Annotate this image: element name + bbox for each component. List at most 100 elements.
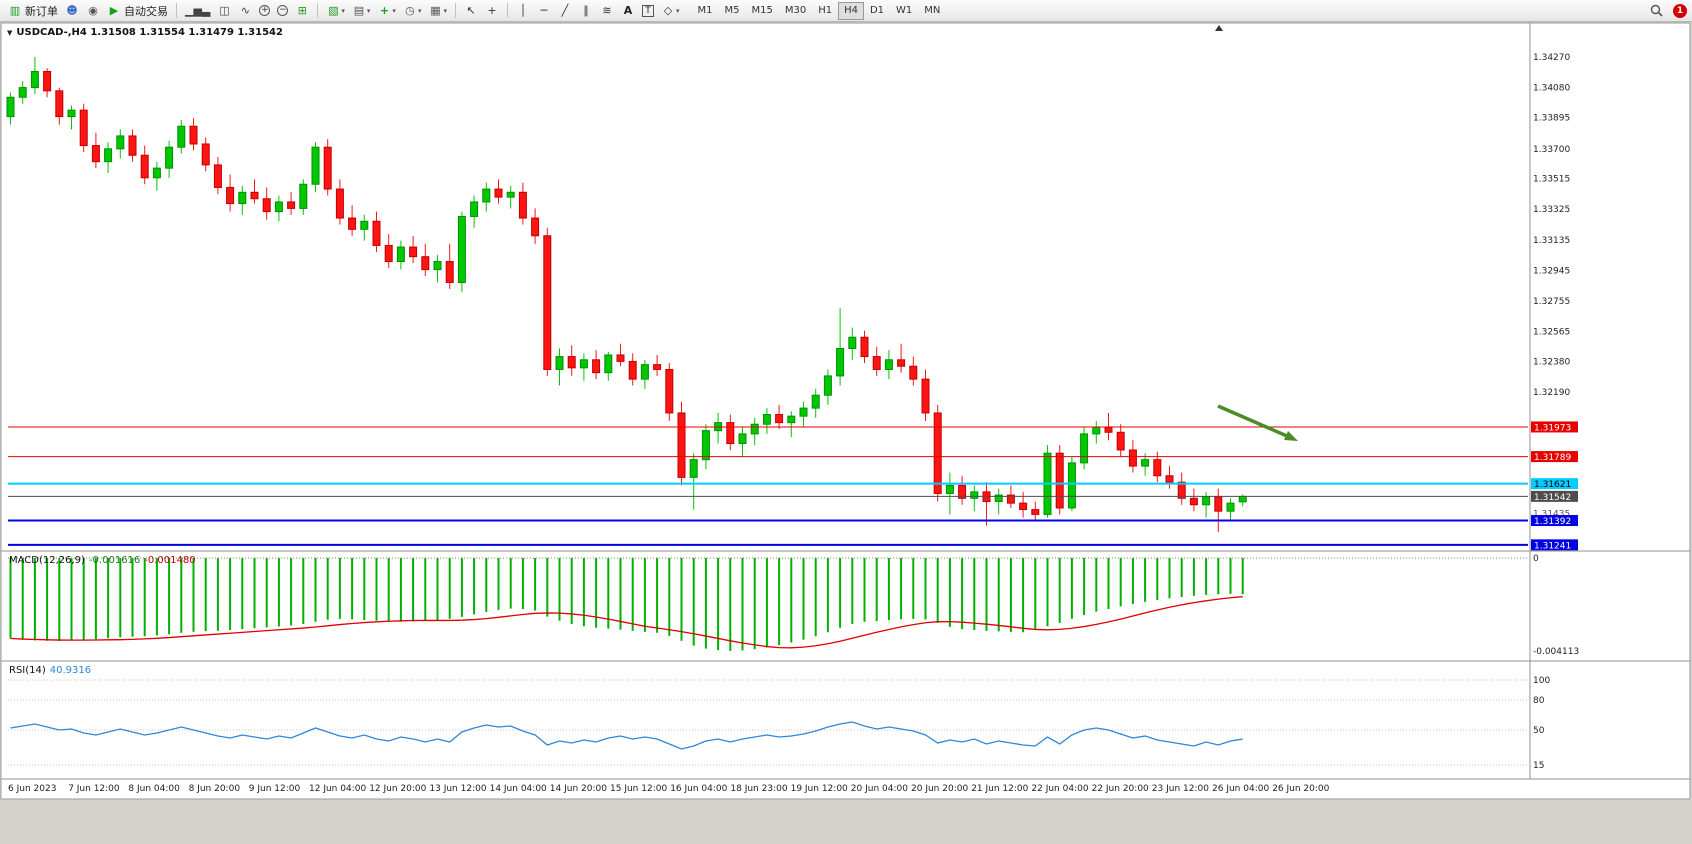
text-tool-button[interactable]: A (618, 1, 638, 20)
svg-text:1.32755: 1.32755 (1533, 297, 1570, 307)
horizontal-line-button[interactable]: ─ (534, 1, 554, 20)
notification-badge[interactable]: 1 (1673, 3, 1687, 18)
dropdown-caret-icon: ▾ (417, 6, 422, 15)
svg-text:1.33325: 1.33325 (1533, 205, 1570, 215)
account-button[interactable]: ☻ (62, 1, 82, 20)
price-badge (1531, 539, 1578, 551)
dropdown-caret-icon: ▾ (366, 6, 371, 15)
svg-text:1.32190: 1.32190 (1533, 388, 1570, 398)
crosshair-button[interactable]: + (482, 1, 502, 20)
svg-text:22 Jun 20:00: 22 Jun 20:00 (1092, 784, 1149, 794)
trendline-button[interactable]: ╱ (555, 1, 575, 20)
annotation-arrow[interactable] (1217, 404, 1298, 441)
templates-button[interactable]: ▦ ▾ (425, 1, 450, 20)
bar-chart-icon: ▁▅▃ (185, 4, 211, 17)
svg-text:19 Jun 12:00: 19 Jun 12:00 (791, 784, 848, 794)
new-chart-button[interactable]: ▧ ▾ (323, 1, 348, 20)
price-badge (1531, 490, 1578, 502)
timeframe-mn[interactable]: MN (918, 2, 946, 20)
svg-text:20 Jun 04:00: 20 Jun 04:00 (851, 784, 908, 794)
svg-text:1.31542: 1.31542 (1534, 493, 1571, 503)
svg-text:15: 15 (1533, 761, 1544, 771)
tile-windows-button[interactable]: ⊞ (292, 1, 312, 20)
svg-text:16 Jun 04:00: 16 Jun 04:00 (670, 784, 727, 794)
svg-text:1.31435: 1.31435 (1533, 510, 1570, 520)
timeframe-h1[interactable]: H1 (812, 2, 838, 20)
periods-button[interactable]: ◷ ▾ (400, 1, 425, 20)
zoom-in-button[interactable]: + (256, 1, 273, 20)
timeframe-group: M1 M5 M15 M30 H1 H4 D1 W1 MN (691, 1, 946, 20)
candle-chart-icon: ▥ (9, 4, 21, 17)
svg-text:14 Jun 20:00: 14 Jun 20:00 (550, 784, 607, 794)
line-chart-button[interactable]: ∿ (235, 1, 255, 20)
svg-text:21 Jun 12:00: 21 Jun 12:00 (971, 784, 1028, 794)
zoom-out-button[interactable]: − (274, 1, 291, 20)
svg-text:1.33135: 1.33135 (1533, 236, 1570, 246)
candlestick-chart-button[interactable]: ◫ (214, 1, 234, 20)
trendline-icon: ╱ (561, 4, 569, 17)
text-label-button[interactable]: T (639, 1, 657, 20)
toolbar-separator (454, 3, 456, 18)
timeframe-m1[interactable]: M1 (691, 2, 718, 20)
symbol-dropdown-icon[interactable]: ▼ (7, 28, 13, 37)
new-order-button[interactable]: ▥ 新订单 (5, 1, 61, 20)
price-badge (1531, 478, 1578, 490)
timeframe-m5[interactable]: M5 (718, 2, 745, 20)
svg-text:1.31621: 1.31621 (1534, 480, 1571, 490)
cursor-button[interactable]: ↖ (461, 1, 481, 20)
macd-name: MACD(12,26,9) (9, 555, 85, 566)
candlestick-icon: ◫ (219, 4, 230, 17)
macd-scale-bottom: -0.004113 (1533, 647, 1579, 657)
toolbar-separator (506, 3, 508, 18)
svg-text:1.31789: 1.31789 (1534, 453, 1571, 463)
timeframe-m30[interactable]: M30 (779, 2, 812, 20)
timeframe-m15[interactable]: M15 (745, 2, 778, 20)
clock-icon: ◷ (405, 4, 415, 17)
toolbar: ▥ 新订单 ☻ ◉ ▶ 自动交易 ▁▅▃ ◫ ∿ + − ⊞ ▧ ▾ ▤ ▾ + ▾ ◷ ▾ ▦ ▾ ↖ + │ ─ ╱ ∥ ≋ A T ◇ ▾… (0, 0, 1692, 22)
autotrade-button[interactable]: ▶ 自动交易 (104, 1, 171, 20)
indicators-icon: + (379, 4, 390, 17)
svg-text:1.34270: 1.34270 (1533, 53, 1570, 63)
chart-shift-marker-icon[interactable] (1215, 25, 1223, 31)
search-button[interactable] (1647, 1, 1666, 20)
fibonacci-icon: ≋ (602, 4, 612, 17)
channel-icon: ∥ (583, 4, 589, 17)
rsi-value: 40.9316 (49, 665, 92, 676)
svg-text:8 Jun 04:00: 8 Jun 04:00 (128, 784, 180, 794)
svg-text:1.31392: 1.31392 (1534, 517, 1571, 527)
profiles-button[interactable]: ▤ ▾ (349, 1, 374, 20)
template-icon: ▦ (430, 4, 441, 17)
svg-text:1.32945: 1.32945 (1533, 266, 1570, 276)
indicators-button[interactable]: + ▾ (374, 1, 399, 20)
svg-text:1.31973: 1.31973 (1534, 423, 1571, 433)
timeframe-h4[interactable]: H4 (838, 1, 864, 20)
timeframe-d1[interactable]: D1 (864, 2, 890, 20)
community-button[interactable]: ◉ (83, 1, 103, 20)
text-label-icon: T (641, 4, 654, 17)
autotrade-play-icon: ▶ (109, 4, 119, 17)
macd-indicator-label: MACD(12,26,9) -0.001616 -0.001480 (9, 555, 196, 566)
svg-text:9 Jun 12:00: 9 Jun 12:00 (249, 784, 301, 794)
dropdown-caret-icon: ▾ (443, 6, 447, 15)
macd-scale-top: 0 (1533, 554, 1539, 564)
fibonacci-button[interactable]: ≋ (597, 1, 617, 20)
svg-text:15 Jun 12:00: 15 Jun 12:00 (610, 784, 667, 794)
svg-text:1.34080: 1.34080 (1533, 84, 1570, 94)
svg-text:18 Jun 23:00: 18 Jun 23:00 (730, 784, 787, 794)
profiles-icon: ▤ (353, 4, 365, 17)
svg-text:50: 50 (1533, 726, 1545, 736)
timeframe-w1[interactable]: W1 (890, 2, 918, 20)
shapes-button[interactable]: ◇ ▾ (658, 1, 683, 20)
dropdown-caret-icon: ▾ (392, 6, 396, 15)
svg-text:12 Jun 04:00: 12 Jun 04:00 (309, 784, 366, 794)
channel-button[interactable]: ∥ (576, 1, 596, 20)
macd-signal-line (10, 596, 1243, 649)
vertical-line-button[interactable]: │ (513, 1, 533, 20)
bar-chart-button[interactable]: ▁▅▃ (182, 1, 213, 20)
svg-text:1.33515: 1.33515 (1533, 175, 1570, 185)
date-axis: 6 Jun 2023 7 Jun 12:00 8 Jun 04:00 8 Jun 20… (8, 784, 1330, 794)
svg-text:1.32380: 1.32380 (1533, 357, 1570, 367)
price-badge (1531, 515, 1578, 527)
